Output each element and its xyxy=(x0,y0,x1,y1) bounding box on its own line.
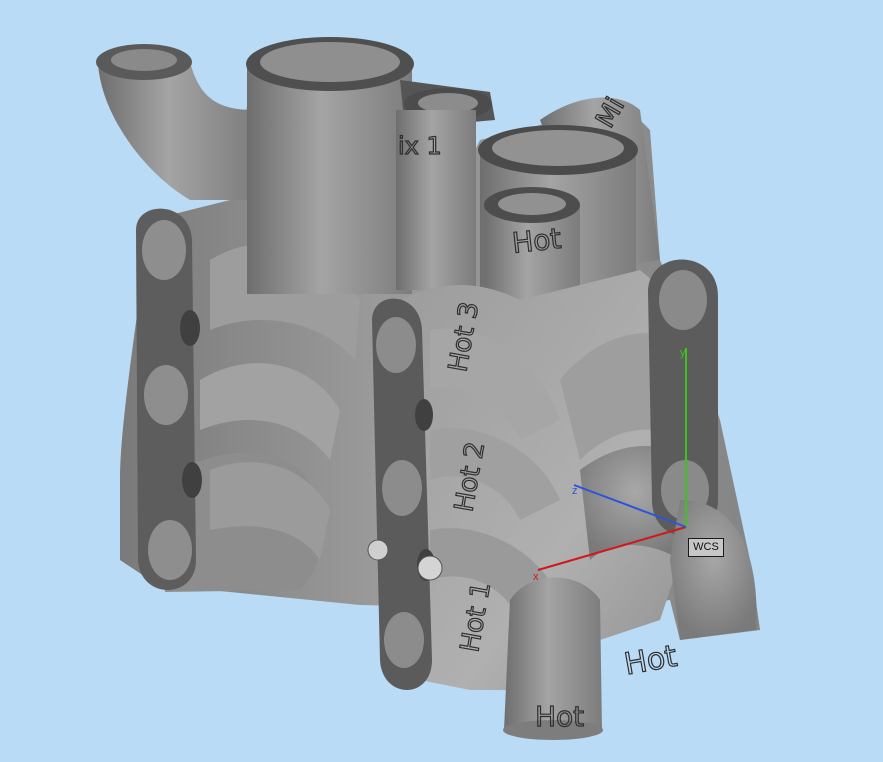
label-mix: ix 1 xyxy=(398,132,442,160)
wcs-axes: y x z xyxy=(533,347,687,583)
front-left-flange xyxy=(367,298,443,690)
bottom-tube xyxy=(503,577,603,740)
inlet-tube-left xyxy=(96,44,255,200)
mix-tube xyxy=(396,110,476,290)
x-axis-label: x xyxy=(533,571,539,583)
main-tube xyxy=(246,37,414,294)
x-axis-line xyxy=(537,526,687,571)
label-hot-bottom: Hot xyxy=(535,700,584,733)
label-hot-right: Hot xyxy=(622,639,680,683)
left-flange xyxy=(136,208,202,591)
wcs-origin-label: WCS xyxy=(688,538,724,557)
y-axis-label: y xyxy=(680,347,686,359)
right-flange xyxy=(648,259,718,536)
z-axis-label: z xyxy=(572,485,578,497)
z-axis-line xyxy=(573,484,687,528)
label-hot-top: Hot xyxy=(510,222,562,260)
right-bottom-tube xyxy=(670,500,757,640)
